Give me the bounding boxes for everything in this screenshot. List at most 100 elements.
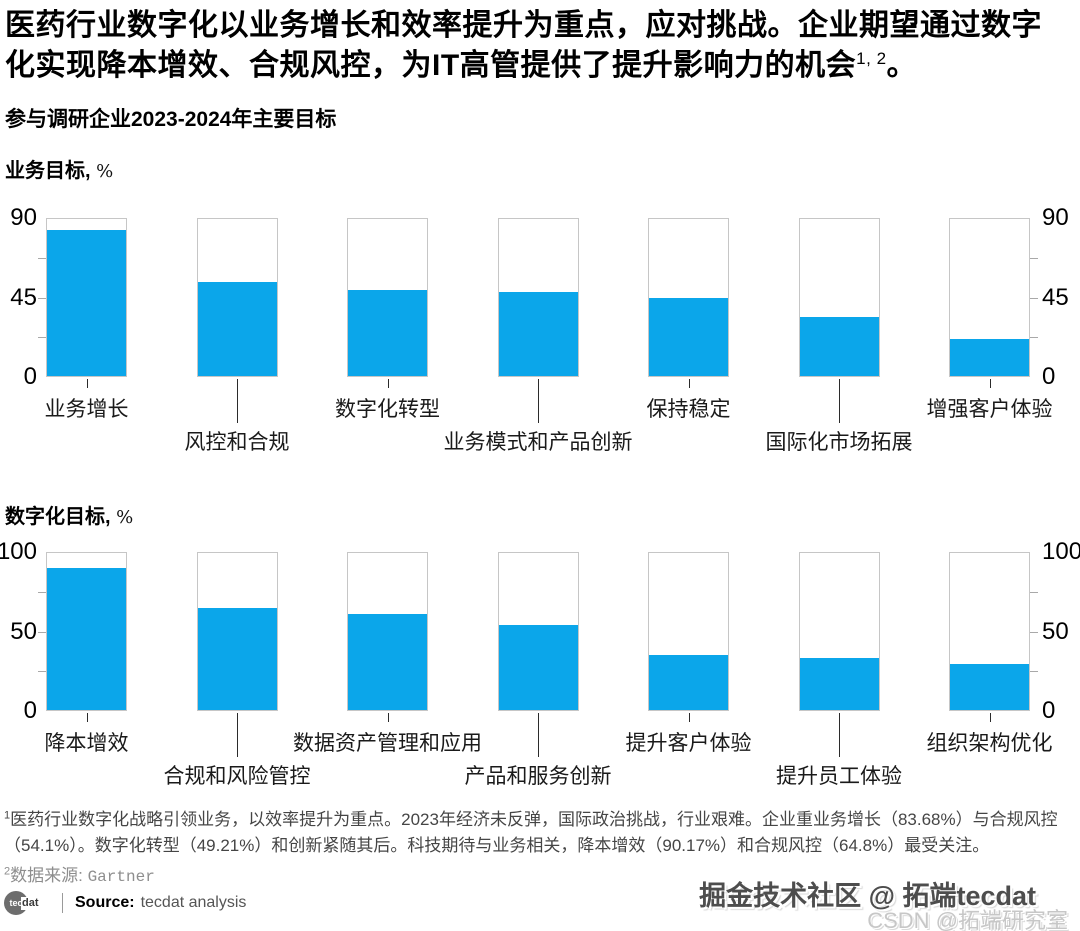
axis-tick [1030,337,1038,339]
bar-frame: 业务模式和产品创新 [444,218,633,454]
axis-tick [1030,297,1038,299]
x-axis-label: 保持稳定 [646,398,731,421]
x-axis-label: 组织架构优化 [926,732,1053,755]
footnote-2: 2数据来源: Gartner [4,861,1072,886]
x-axis-label: 合规和风险管控 [163,765,311,788]
x-label-leader [86,379,88,388]
y-axis-label: 90 [1042,204,1069,231]
y-axis-label: 100 [1042,538,1080,565]
bar-frame: 提升员工体验 [776,552,902,788]
title-superscript: 1, 2 [856,49,887,68]
x-label-leader [839,713,840,757]
bar-frame: 提升客户体验 [626,552,752,755]
section-label-business: 业务目标, % [5,154,1030,182]
axis-tick [1030,591,1038,593]
x-label-leader [237,379,238,423]
tecdat-logo: tec dat [4,891,54,915]
title-period: 。 [886,49,918,82]
axis-tick [38,297,46,299]
bar-frame: 国际化市场拓展 [766,218,913,454]
bar-frame: 保持稳定 [647,218,731,421]
x-axis-label: 业务增长 [44,398,129,421]
axis-tick [38,591,46,593]
axis-tick [1030,671,1038,673]
y-axis-label: 0 [23,363,37,390]
x-axis-label: 增强客户体验 [926,398,1053,421]
y-axis-label: 90 [10,204,37,231]
bars-container: 业务增长风控和合规 数字化转型 业务模式和产品创新 保持稳定国际化市场拓展 增强客户体验 [45,218,1053,454]
business-goals-chart: 业务目标, % 业务增长风控和合规 数字化转型 业务模式和产品创新 保持稳定国际化市场… [5,154,1069,455]
axis-tick [1030,631,1038,633]
page-title: 医药行业数字化以业务增长和效率提升为重点，应对挑战。企业期望通过数字化实现降本增… [5,6,1072,86]
axis-tick [1030,257,1038,259]
y-axis-label: 100 [0,538,37,565]
section-label-digital: 数字化目标, % [5,500,1030,528]
bar [498,625,578,710]
x-label-leader [688,713,690,722]
bar [197,608,277,710]
section-title: 数字化目标, [5,506,111,528]
bar [348,614,427,710]
digital-goals-chart: 数字化目标, % 降本增效 合规和风险管控 数据资产管理和应用 产品和服务创新 提升客户… [0,500,1080,789]
bar [498,292,578,376]
watermark-csdn: CSDN @拓端研究室 [867,908,1068,931]
x-axis-label: 国际化市场拓展 [765,431,913,454]
x-axis-label: 产品和服务创新 [464,765,612,788]
y-axis-label: 0 [23,697,37,724]
bar [47,230,126,376]
footnote-1: 1医药行业数字化战略引领业务，以效率提升为重点。2023年经济未反弹，国际政治挑… [4,807,1072,859]
axis-tick [38,337,46,339]
plot-area: 业务增长风控和合规 数字化转型 业务模式和产品创新 保持稳定国际化市场拓展 增强客户体验… [10,206,1068,455]
bar-frame: 合规和风险管控 [164,552,311,788]
bar [950,339,1029,376]
x-label-leader [387,379,389,388]
y-axis-label: 0 [1042,697,1056,724]
x-label-leader [989,379,991,388]
bar [197,281,277,376]
y-axis-label: 45 [10,283,37,311]
axis-tick [38,257,46,259]
title-text: 医药行业数字化以业务增长和效率提升为重点，应对挑战。企业期望通过数字化实现降本增… [5,9,1042,82]
chart-subtitle: 参与调研企业2023-2024年主要目标 [5,108,337,131]
bar [799,316,879,376]
bar [348,290,427,376]
x-axis-label: 降本增效 [44,732,129,755]
bar-frame: 组织架构优化 [927,552,1053,755]
watermark-juejin-tecdat: 掘金技术社区 @ 拓端tecdat [699,881,1036,911]
bar-frame: 产品和服务创新 [465,552,612,788]
x-label-leader [237,713,238,757]
source-divider [62,893,63,913]
x-axis-label: 提升客户体验 [625,732,752,755]
x-axis-label: 风控和合规 [184,431,290,454]
x-label-leader [387,713,389,722]
bar-frame: 降本增效 [45,552,129,755]
y-axis-label: 50 [1042,617,1069,645]
bar [799,658,879,710]
bar-frame: 风控和合规 [185,218,290,454]
bar-frame: 增强客户体验 [927,218,1053,421]
x-label-leader [538,379,539,423]
bars-container: 降本增效 合规和风险管控 数据资产管理和应用 产品和服务创新 提升客户体验 提升员工体验 组… [45,552,1053,788]
x-label-leader [86,713,88,722]
bar-frame: 数字化转型 [335,218,440,421]
x-label-leader [839,379,840,423]
bar [47,568,126,710]
bar-frame: 业务增长 [45,218,129,421]
source-value: tecdat analysis [140,894,247,911]
y-axis-label: 50 [10,617,37,645]
source-row: tec dat Source: tecdat analysis [4,890,1072,916]
footnote-2-superscript: 2 [4,865,11,878]
footnote-1-text: 医药行业数字化战略引领业务，以效率提升为重点。2023年经济未反弹，国际政治挑战… [4,810,1058,855]
section-unit: % [116,507,134,528]
footnote-1-superscript: 1 [4,809,11,822]
section-title: 业务目标, [5,160,91,182]
bar [950,664,1029,710]
x-axis-label: 业务模式和产品创新 [443,431,633,454]
x-label-leader [688,379,690,388]
x-label-leader [538,713,539,757]
x-axis-label: 数字化转型 [335,398,440,421]
axis-tick [38,671,46,673]
data-source-value: Gartner [87,868,155,886]
tecdat-logo-suffix: dat [21,897,40,910]
